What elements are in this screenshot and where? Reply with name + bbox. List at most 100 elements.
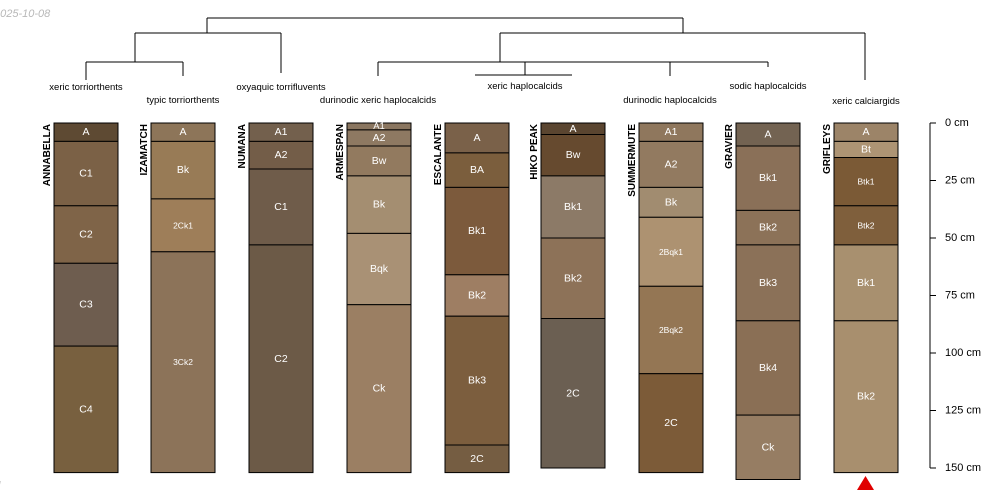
horizon-label: C3: [79, 299, 93, 311]
horizon-label: Bw: [372, 155, 387, 167]
taxon-label-sodic-haplocalcids: sodic haplocalcids: [729, 81, 806, 92]
horizon-armespan-ck: [346, 304, 412, 474]
depth-tick-label: 100 cm: [945, 347, 981, 359]
date-stamp: 2025-10-08: [0, 8, 51, 20]
horizon-label: Bk2: [468, 290, 486, 302]
horizon-label: 2Bqk1: [659, 247, 683, 257]
horizon-grifleys-bk1: [833, 244, 899, 322]
horizon-label: A: [82, 126, 89, 138]
horizon-gravier-bk1: [735, 145, 801, 211]
profile-name: GRAVIER: [724, 123, 735, 169]
profile-numana: A1 A2 C1 C2 NUMANA: [237, 122, 314, 474]
horizon-numana-c1: [248, 168, 314, 246]
horizon-izamatch-3ck2: [150, 251, 216, 474]
profile-hiko-peak: A Bw Bk1 Bk2 2C HIKO PEAK: [529, 122, 606, 469]
horizon-summermute-a2: [638, 140, 704, 188]
horizon-label: Ck: [373, 383, 387, 395]
horizon-label: Ck: [762, 441, 776, 453]
horizon-label: 2C: [664, 417, 678, 429]
profile-name: SUMMERMUTE: [627, 124, 638, 197]
profile-name: NUMANA: [237, 124, 248, 168]
horizon-label: 2C: [566, 387, 580, 399]
horizon-label: C1: [274, 201, 288, 213]
taxon-label-durinodic-haplocalcids: durinodic haplocalcids: [623, 95, 717, 106]
horizon-label: C2: [274, 353, 288, 365]
profile-name: HIKO PEAK: [529, 123, 540, 179]
horizon-label: A1: [275, 126, 288, 138]
horizon-label: A: [473, 132, 480, 144]
horizon-hiko-peak-bk1: [540, 175, 606, 239]
horizon-annabella-c4: [53, 345, 119, 474]
profile-gravier: A Bk1 Bk2 Bk3 Bk4 Ck GRAVIER: [724, 122, 801, 481]
depth-axis: 0 cm 25 cm 50 cm 75 cm 100 cm 125 cm 150 cm: [929, 117, 981, 474]
taxon-label-oxyaquic-torrifluvents: oxyaquic torrifluvents: [236, 82, 325, 93]
profile-name: ARMESPAN: [335, 124, 346, 180]
profile-summermute: A1 A2 Bk 2Bqk1 2Bqk2 2C SUMMERMUTE: [627, 122, 704, 474]
horizon-label: Bk4: [759, 362, 777, 374]
horizon-summermute-2bqk2: [638, 285, 704, 375]
horizon-label: A1: [373, 121, 385, 132]
horizon-grifleys-bk2: [833, 320, 899, 474]
profile-name: IZAMATCH: [139, 124, 150, 175]
horizon-label: 2Ck1: [173, 220, 193, 230]
profile-name: GRIFLEYS: [822, 124, 833, 174]
horizon-summermute-bk: [638, 186, 704, 218]
horizon-label: Bqk: [370, 263, 389, 275]
taxon-label-typic-torriorthents: typic torriorthents: [147, 95, 220, 106]
horizon-label: 2C: [470, 453, 484, 465]
horizon-label: Bk1: [564, 201, 582, 213]
horizon-label: Btk2: [857, 220, 874, 230]
horizon-summermute-2c: [638, 373, 704, 474]
horizon-escalante-bk3: [444, 315, 510, 446]
horizon-grifleys-btk1: [833, 157, 899, 207]
horizon-gravier-ck: [735, 414, 801, 481]
horizon-label: Bk: [373, 199, 386, 211]
horizon-armespan-bk: [346, 175, 412, 234]
horizon-label: Bk3: [759, 277, 777, 289]
horizon-label: Bk: [177, 164, 190, 176]
horizon-label: Bk: [665, 196, 678, 208]
horizon-hiko-peak-2c: [540, 318, 606, 469]
taxon-label-xeric-calciargids: xeric calciargids: [832, 96, 900, 107]
truncation-marker-icon: [857, 476, 874, 490]
profile-escalante: A BA Bk1 Bk2 Bk3 2C ESCALANTE: [433, 122, 510, 474]
horizon-label: Bk1: [857, 277, 875, 289]
depth-tick-label: 150 cm: [945, 462, 981, 474]
horizon-label: Bk2: [759, 222, 777, 234]
depth-tick-label: 50 cm: [945, 232, 975, 244]
profile-grifleys: A Bt Btk1 Btk2 Bk1 Bk2 GRIFLEYS: [822, 122, 899, 474]
horizon-escalante-bk2: [444, 274, 510, 317]
horizon-label: 3Ck2: [173, 357, 193, 367]
depth-tick-label: 0 cm: [945, 117, 969, 129]
horizon-escalante-a: [444, 122, 510, 154]
taxa-labels: xeric torriorthents typic torriorthents ox…: [49, 81, 900, 107]
horizon-escalante-2c: [444, 444, 510, 474]
horizon-label: BA: [470, 164, 484, 176]
horizon-armespan-bqk: [346, 232, 412, 306]
horizon-label: Bt: [861, 143, 871, 155]
horizon-label: 2Bqk2: [659, 325, 683, 335]
horizon-grifleys-btk2: [833, 205, 899, 246]
horizon-numana-c2: [248, 244, 314, 474]
horizon-label: A2: [275, 149, 288, 161]
horizon-label: A2: [373, 132, 386, 144]
horizon-label: Bk2: [857, 391, 875, 403]
horizon-annabella-c1: [53, 140, 119, 207]
taxon-label-xeric-haplocalcids: xeric haplocalcids: [488, 81, 563, 92]
horizon-label: Bk2: [564, 272, 582, 284]
horizon-label: A2: [665, 158, 678, 170]
horizon-hiko-peak-bk2: [540, 237, 606, 319]
taxon-label-xeric-torriorthents: xeric torriorthents: [49, 82, 123, 93]
dendrogram: [85, 17, 866, 80]
horizon-label: A: [862, 126, 869, 138]
horizon-izamatch-2ck1: [150, 198, 216, 253]
horizon-label: A: [569, 123, 576, 135]
horizon-label: C4: [79, 403, 93, 415]
horizon-label: A: [764, 129, 771, 141]
horizon-escalante-ba: [444, 152, 510, 188]
profile-name: ESCALANTE: [433, 124, 444, 185]
depth-tick-label: 75 cm: [945, 290, 975, 302]
horizon-izamatch-bk: [150, 140, 216, 200]
